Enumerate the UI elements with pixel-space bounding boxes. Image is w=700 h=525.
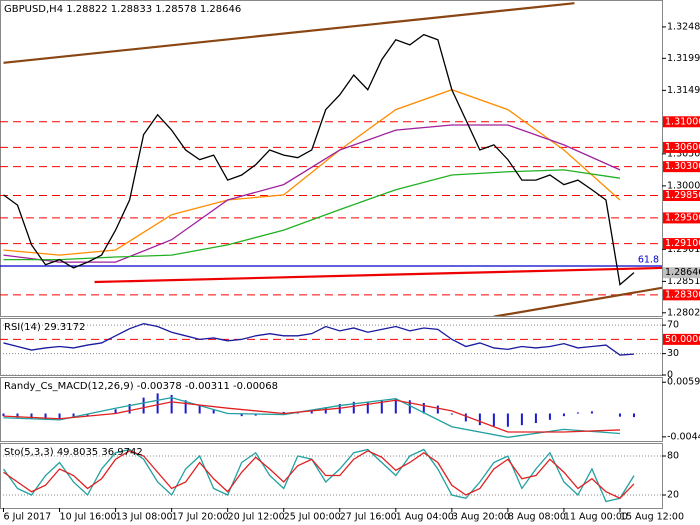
trend-line bbox=[94, 266, 662, 284]
x-tick-label: 25 Jul 00:00 bbox=[284, 512, 341, 523]
level-label: 50.0000 bbox=[665, 334, 700, 345]
level-label: 1.30300 bbox=[665, 161, 700, 172]
y-tick-label: 20 bbox=[667, 490, 679, 501]
y-tick-label: 1.30000 bbox=[667, 180, 700, 191]
level-label-box bbox=[663, 289, 700, 301]
level-label-box bbox=[663, 238, 700, 250]
level-label-box bbox=[663, 116, 700, 128]
series-line bbox=[3, 399, 620, 433]
y-tick-label: 1.31990 bbox=[667, 53, 700, 64]
level-label: 1.29500 bbox=[665, 212, 700, 223]
panel-title: Sto(5,3,3) 49.8035 36.9742 bbox=[4, 447, 143, 458]
y-tick-label: 70 bbox=[667, 320, 679, 331]
panel bbox=[0, 318, 663, 376]
panel bbox=[0, 443, 663, 509]
x-tick-label: 13 Jul 08:00 bbox=[116, 512, 173, 523]
level-label: 1.29850 bbox=[665, 190, 700, 201]
panel bbox=[0, 0, 663, 317]
level-label-box bbox=[663, 212, 700, 224]
x-tick-label: 1 Aug 04:00 bbox=[396, 512, 454, 523]
current-price: 1.28646 bbox=[665, 267, 700, 278]
level-label-box bbox=[663, 189, 700, 201]
x-tick-label: 6 Jul 2017 bbox=[4, 512, 52, 523]
y-tick-label: 30 bbox=[667, 348, 679, 359]
level-label-box bbox=[663, 161, 700, 173]
series-line bbox=[3, 396, 621, 438]
x-tick-label: 20 Jul 12:00 bbox=[228, 512, 285, 523]
x-tick-label: 15 Aug 12:00 bbox=[620, 512, 684, 523]
level-label: 1.31000 bbox=[665, 116, 700, 127]
y-tick-label: -0.00442 bbox=[667, 431, 700, 442]
fib-label: 61.8 bbox=[638, 255, 659, 266]
panel-title: RSI(14) 29.3172 bbox=[4, 322, 85, 333]
y-tick-label: 1.28020 bbox=[667, 307, 700, 318]
y-tick-label: 0 bbox=[667, 370, 673, 381]
level-label: 1.28300 bbox=[665, 289, 700, 300]
panel-title: Randy_Cs_MACD(12,26,9) -0.00378 -0.00311… bbox=[4, 381, 278, 392]
x-tick-label: 27 Jul 16:00 bbox=[340, 512, 397, 523]
series-line bbox=[3, 33, 635, 286]
y-tick-label: 1.30500 bbox=[667, 148, 700, 159]
trend-line bbox=[3, 2, 575, 64]
level-label: 1.30600 bbox=[665, 142, 700, 153]
series-line bbox=[2, 448, 635, 503]
series-line bbox=[3, 450, 635, 500]
x-tick-label: 10 Jul 16:00 bbox=[60, 512, 117, 523]
y-tick-label: 1.32480 bbox=[667, 21, 700, 32]
y-tick-label: 1.29010 bbox=[667, 244, 700, 255]
y-tick-label: 80 bbox=[667, 451, 679, 462]
trend-line bbox=[493, 286, 662, 316]
level-label-box bbox=[663, 333, 700, 345]
x-tick-label: 11 Aug 00:00 bbox=[564, 512, 628, 523]
y-tick-label: 1.28510 bbox=[667, 276, 700, 287]
series-line bbox=[3, 323, 635, 356]
series-line bbox=[3, 89, 621, 256]
level-label: 1.29100 bbox=[665, 238, 700, 249]
x-tick-label: 8 Aug 08:00 bbox=[508, 512, 566, 523]
x-tick-label: 17 Jul 20:00 bbox=[172, 512, 229, 523]
level-label-box bbox=[663, 141, 700, 153]
panel-title: GBPUSD,H4 1.28822 1.28833 1.28578 1.2864… bbox=[4, 4, 241, 15]
series-line bbox=[3, 124, 621, 263]
y-tick-label: 0.00591 bbox=[667, 377, 700, 388]
series-line bbox=[3, 169, 621, 261]
y-tick-label: 1.31490 bbox=[667, 85, 700, 96]
x-tick-label: 3 Aug 20:00 bbox=[452, 512, 510, 523]
current-price-box bbox=[663, 267, 700, 279]
